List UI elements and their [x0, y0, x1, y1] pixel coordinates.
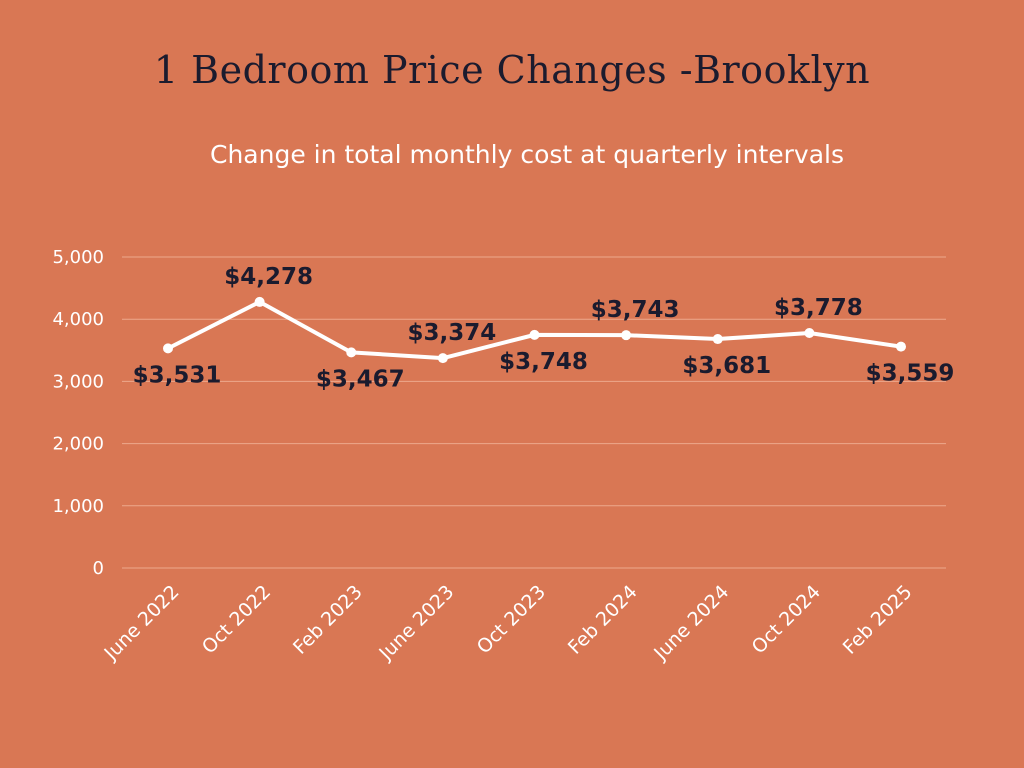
data-point [529, 329, 540, 340]
data-point [621, 330, 632, 341]
data-label: $3,559 [866, 361, 955, 387]
y-tick-label: 0 [93, 558, 104, 579]
x-tick-label: June 2023 [374, 581, 458, 665]
chart-title: 1 Bedroom Price Changes -Brooklyn [153, 48, 871, 92]
data-point [437, 353, 448, 364]
y-tick-label: 5,000 [52, 247, 104, 268]
data-label: $3,374 [407, 320, 496, 346]
data-label: $3,743 [591, 297, 680, 323]
y-tick-label: 4,000 [52, 309, 104, 330]
y-tick-label: 3,000 [52, 371, 104, 392]
x-tick-label: Oct 2023 [473, 581, 550, 658]
x-tick-label: Oct 2022 [198, 581, 275, 658]
x-tick-label: Feb 2023 [289, 581, 367, 659]
data-point [163, 343, 173, 354]
x-tick-label: Feb 2025 [839, 581, 917, 659]
x-tick-label: June 2024 [649, 581, 733, 665]
data-label: $3,778 [774, 295, 863, 321]
data-label: $3,681 [682, 353, 771, 379]
x-tick-label: Oct 2024 [748, 581, 825, 658]
data-label: $3,467 [316, 366, 405, 392]
data-label: $4,278 [224, 264, 313, 290]
data-point [712, 334, 723, 345]
y-tick-label: 1,000 [52, 496, 104, 517]
data-point [804, 328, 815, 339]
chart-subtitle: Change in total monthly cost at quarterl… [209, 140, 845, 169]
data-point [346, 347, 357, 358]
x-tick-label: June 2022 [100, 581, 184, 665]
y-tick-label: 2,000 [52, 434, 104, 455]
x-tick-label: Feb 2024 [564, 581, 642, 659]
data-point [254, 296, 265, 307]
data-label: $3,531 [133, 362, 222, 388]
data-point [896, 341, 906, 352]
data-label: $3,748 [499, 349, 588, 375]
